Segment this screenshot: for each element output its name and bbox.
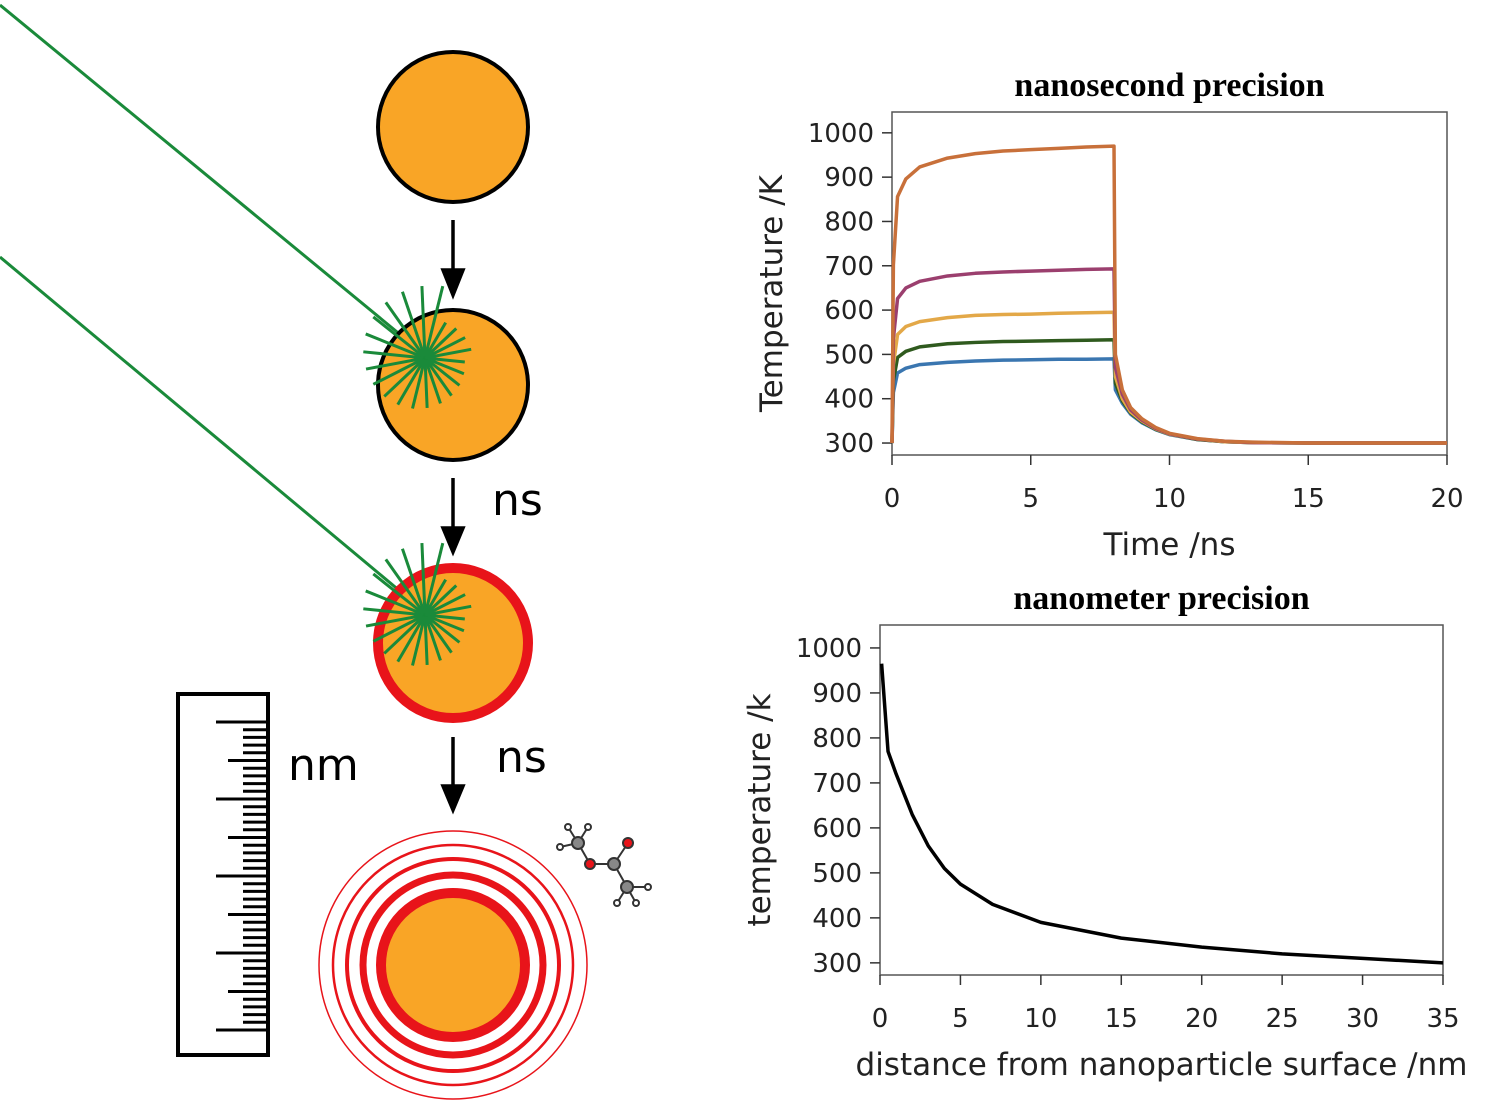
ray <box>423 584 458 617</box>
ray <box>423 321 447 359</box>
x-tick-label: 35 <box>1426 1004 1459 1034</box>
y-axis-label: Temperature /K <box>754 174 790 413</box>
y-tick-label: 500 <box>824 340 874 370</box>
x-axis-label: Time /ns <box>1103 527 1236 563</box>
x-tick-label: 5 <box>952 1004 969 1034</box>
ray <box>420 543 427 616</box>
y-tick-label: 600 <box>812 814 862 844</box>
ray <box>424 593 466 617</box>
ray <box>423 357 429 409</box>
diagram-label: ns <box>492 475 543 526</box>
y-tick-label: 300 <box>812 949 862 979</box>
x-tick-label: 20 <box>1185 1004 1218 1034</box>
y-tick-label: 1000 <box>796 634 862 664</box>
x-tick-label: 25 <box>1266 1004 1299 1034</box>
y-tick-label: 500 <box>812 859 862 889</box>
ray <box>424 347 472 360</box>
ray <box>423 614 453 654</box>
y-axis-label: temperature /k <box>742 693 778 926</box>
ray <box>365 356 426 371</box>
x-tick-label: 15 <box>1105 1004 1138 1034</box>
ray <box>423 578 447 616</box>
diagram-label: ns <box>496 732 547 783</box>
ray <box>423 357 453 397</box>
ray <box>372 315 426 360</box>
y-tick-label: 700 <box>824 252 874 282</box>
ray <box>420 286 427 359</box>
ray <box>383 356 427 398</box>
chart-title: nanometer precision <box>1013 580 1309 617</box>
y-tick-label: 400 <box>812 904 862 934</box>
y-tick-label: 900 <box>824 163 874 193</box>
ray <box>423 357 442 404</box>
ray <box>423 614 442 661</box>
ray <box>372 356 426 386</box>
ray <box>424 356 465 376</box>
ray <box>365 613 426 628</box>
series-line <box>890 144 1447 445</box>
ray <box>396 357 427 406</box>
x-tick-label: 10 <box>1024 1004 1057 1034</box>
y-tick-label: 800 <box>812 724 862 754</box>
x-tick-label: 0 <box>884 484 901 514</box>
x-tick-label: 30 <box>1346 1004 1379 1034</box>
ray <box>363 350 426 360</box>
series-line <box>890 310 1447 445</box>
ray <box>423 285 445 359</box>
ray <box>384 301 427 359</box>
y-tick-label: 300 <box>824 429 874 459</box>
ray <box>423 327 458 360</box>
ray <box>411 614 427 666</box>
ray <box>384 558 427 616</box>
diagram-label: nm <box>288 740 359 791</box>
ray <box>424 613 465 621</box>
y-tick-label: 400 <box>824 385 874 415</box>
y-tick-label: 700 <box>812 769 862 799</box>
ray <box>424 336 466 360</box>
diagram: ns ns nm <box>0 3 652 1100</box>
series-line <box>890 357 1447 445</box>
y-tick-label: 900 <box>812 679 862 709</box>
ray <box>372 613 426 643</box>
x-tick-label: 20 <box>1430 484 1463 514</box>
x-tick-label: 0 <box>872 1004 889 1034</box>
ray <box>365 589 426 617</box>
ray <box>423 614 429 666</box>
x-tick-label: 10 <box>1153 484 1186 514</box>
series-line <box>879 663 1444 965</box>
y-tick-label: 1000 <box>808 119 874 149</box>
y-tick-label: 600 <box>824 296 874 326</box>
plot-frame <box>891 111 1448 456</box>
ray <box>424 356 465 364</box>
series-line <box>890 338 1447 445</box>
ray <box>372 572 426 617</box>
ray <box>411 357 427 409</box>
x-tick-label: 5 <box>1022 484 1039 514</box>
x-axis-label: distance from nanoparticle surface /nm <box>856 1047 1468 1083</box>
x-tick-label: 15 <box>1292 484 1325 514</box>
ray <box>363 607 426 617</box>
ray <box>401 548 427 616</box>
ray <box>383 613 427 655</box>
ray <box>423 542 445 616</box>
ray <box>396 614 427 663</box>
chart-title: nanosecond precision <box>1014 67 1324 104</box>
y-tick-label: 800 <box>824 207 874 237</box>
ray <box>424 613 461 644</box>
series-line <box>890 267 1447 445</box>
ray <box>424 356 461 387</box>
ray <box>365 332 426 360</box>
ray <box>424 613 465 633</box>
ray <box>424 604 472 617</box>
plot-frame <box>879 624 1444 976</box>
ray <box>401 291 427 359</box>
